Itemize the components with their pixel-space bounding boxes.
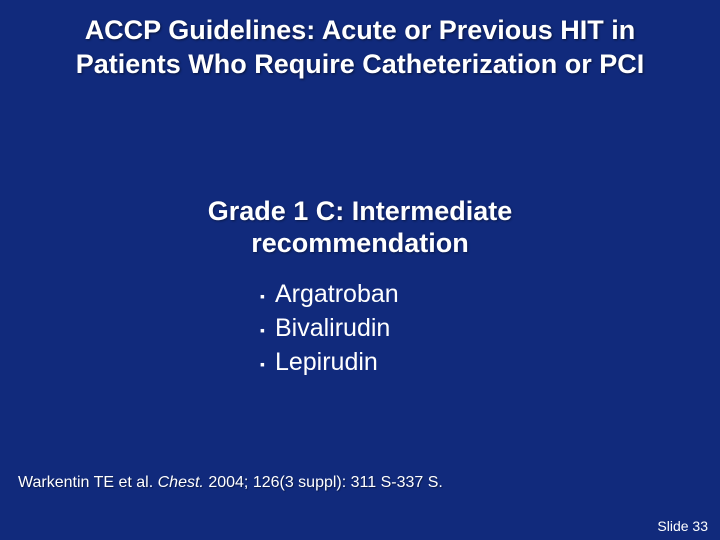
list-item: ▪ Bivalirudin [260,312,399,346]
citation-details: 2004; 126(3 suppl): 311 S-337 S. [208,474,443,491]
list-item: ▪ Argatroban [260,278,399,312]
bullet-icon: ▪ [260,287,265,306]
bullet-text: Argatroban [275,278,399,312]
bullet-list: ▪ Argatroban ▪ Bivalirudin ▪ Lepirudin [260,278,399,379]
bullet-text: Bivalirudin [275,312,390,346]
slide-number: Slide 33 [657,518,708,534]
slide-title: ACCP Guidelines: Acute or Previous HIT i… [40,14,680,82]
subtitle-line-1: Grade 1 C: Intermediate [208,196,513,226]
bullet-icon: ▪ [260,355,265,374]
list-item: ▪ Lepirudin [260,346,399,380]
citation-authors: Warkentin TE et al. [18,474,153,491]
citation-journal: Chest. [158,474,204,491]
bullet-icon: ▪ [260,321,265,340]
citation: Warkentin TE et al. Chest. 2004; 126(3 s… [18,474,443,492]
bullet-text: Lepirudin [275,346,378,380]
subtitle-line-2: recommendation [251,228,469,258]
subtitle: Grade 1 C: Intermediate recommendation [0,195,720,260]
slide: ACCP Guidelines: Acute or Previous HIT i… [0,0,720,540]
